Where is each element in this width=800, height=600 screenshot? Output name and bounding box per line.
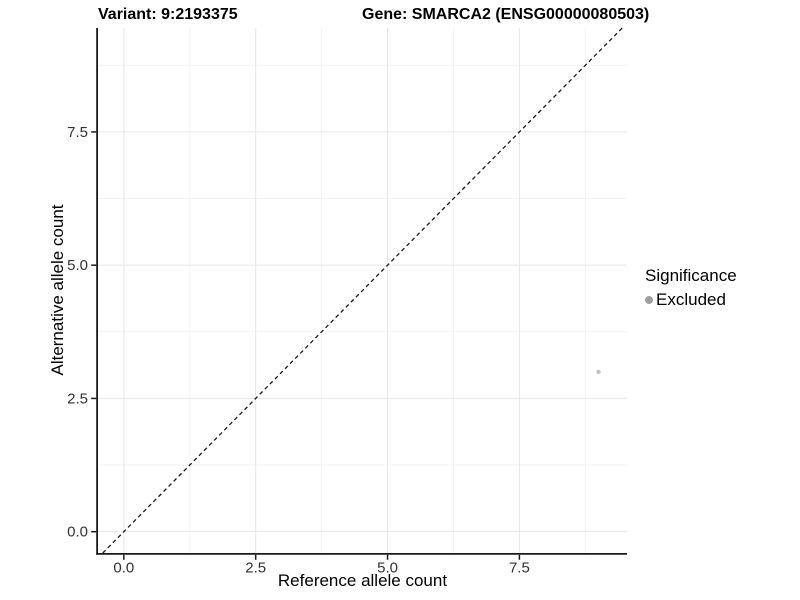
identity-line [102, 27, 623, 554]
y-tick-label: 7.5 [67, 124, 88, 141]
gene-title: Gene: SMARCA2 (ENSG00000080503) [362, 6, 650, 23]
legend-point-icon [645, 296, 653, 304]
legend-item-excluded: Excluded [645, 290, 737, 310]
x-tick-label: 7.5 [509, 560, 530, 577]
data-point [596, 369, 601, 374]
legend: Significance Excluded [645, 266, 737, 310]
legend-title: Significance [645, 266, 737, 285]
y-axis-title: Alternative allele count [48, 204, 67, 376]
y-tick-label: 5.0 [67, 257, 88, 274]
x-tick-label: 2.5 [245, 560, 266, 577]
x-tick-label: 0.0 [113, 560, 134, 577]
x-axis-title: Reference allele count [277, 571, 448, 590]
legend-item-label: Excluded [656, 290, 726, 309]
x-tick-label: 5.0 [377, 560, 398, 577]
y-tick-label: 0.0 [67, 524, 88, 541]
variant-title: Variant: 9:2193375 [98, 6, 238, 23]
y-tick-label: 2.5 [67, 390, 88, 407]
